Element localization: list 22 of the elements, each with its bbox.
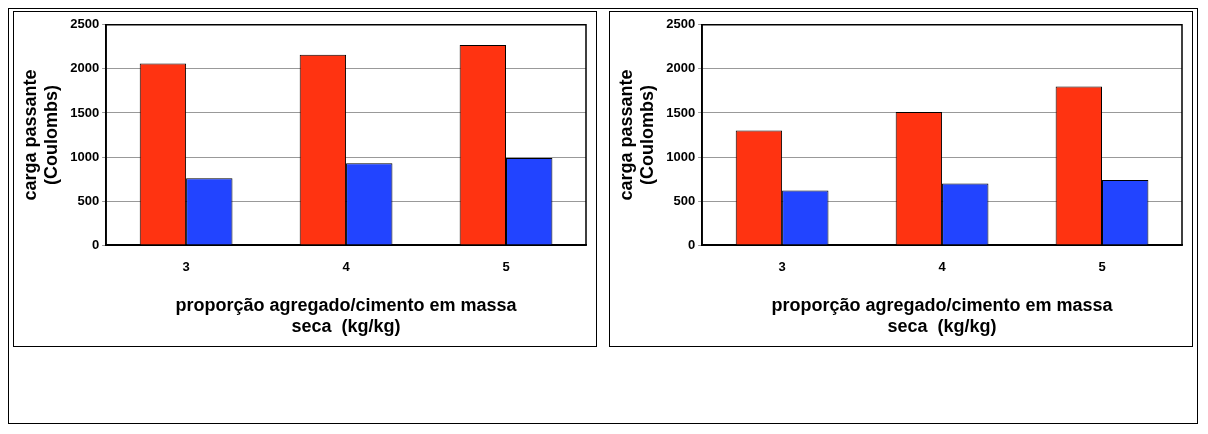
- y-tick-label: 1000: [666, 148, 696, 164]
- y-tick-label: 2500: [666, 16, 696, 32]
- y-tick-label: 2000: [70, 60, 100, 76]
- y-tick-label: 1500: [666, 104, 696, 120]
- x-tick-label: 4: [938, 258, 947, 274]
- x-tick-label: 5: [1098, 258, 1106, 274]
- x-tick-label: 3: [182, 258, 190, 274]
- y-tick-label: 0: [91, 236, 100, 252]
- y-tick-label: 2000: [666, 60, 696, 76]
- y-tick-label: 500: [673, 192, 696, 208]
- x-tick-label: 4: [342, 258, 351, 274]
- y-tick-label: 2500: [70, 16, 100, 32]
- y-tick-label: 1000: [70, 148, 100, 164]
- x-tick-label: 3: [778, 258, 786, 274]
- x-axis-title: proporção agregado/cimento em massa seca (kg/kg): [175, 294, 518, 337]
- y-axis-title: carga passante (Coulombs): [19, 69, 62, 201]
- x-axis-title: proporção agregado/cimento em massa seca (kg/kg): [771, 294, 1114, 337]
- y-tick-label: 0: [687, 236, 696, 252]
- y-axis-title: carga passante (Coulombs): [615, 69, 658, 201]
- x-tick-label: 5: [502, 258, 510, 274]
- y-tick-label: 1500: [70, 104, 100, 120]
- y-tick-label: 500: [77, 192, 100, 208]
